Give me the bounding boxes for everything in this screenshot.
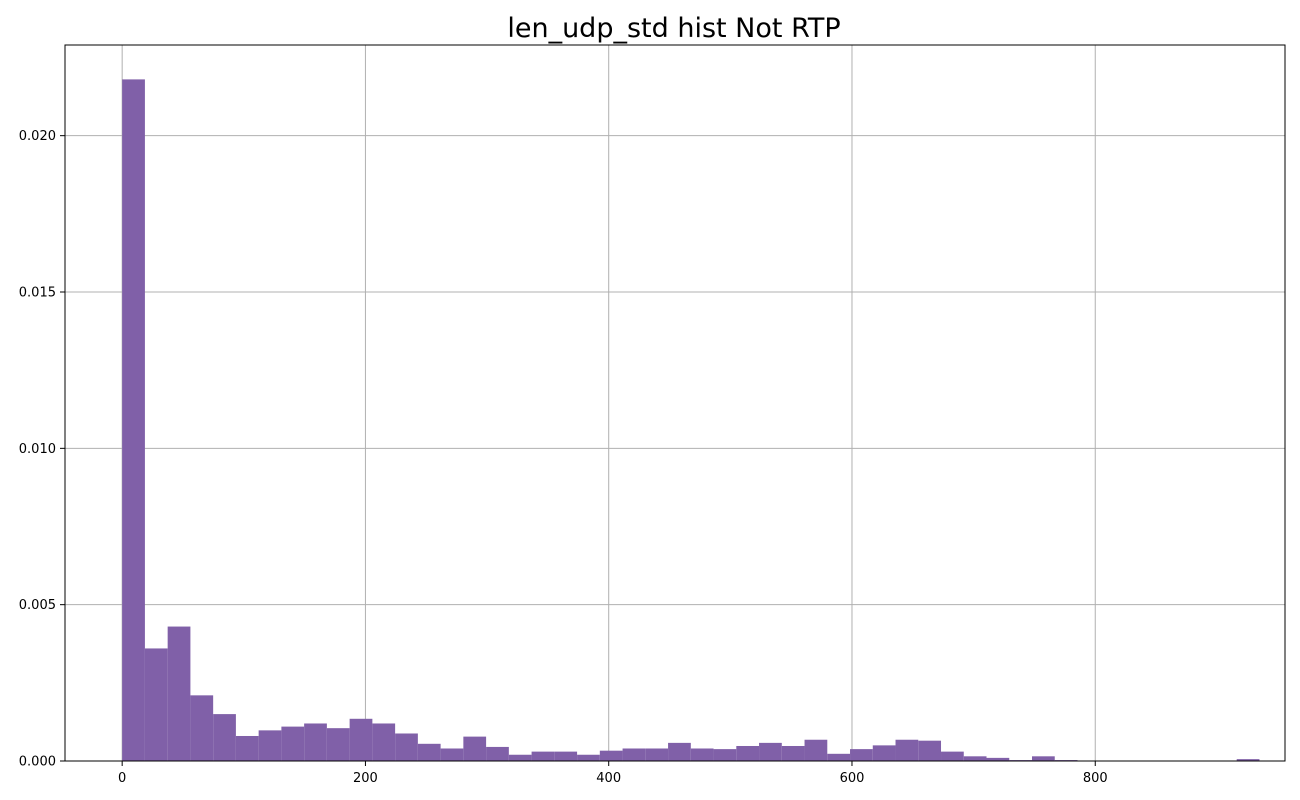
y-tick-label: 0.000 bbox=[19, 755, 56, 770]
histogram-bar bbox=[668, 742, 691, 761]
y-tick-label: 0.005 bbox=[19, 598, 56, 613]
histogram-bar bbox=[736, 745, 760, 761]
histogram-bar bbox=[281, 726, 305, 761]
plot-frame bbox=[64, 44, 1286, 762]
histogram-bar bbox=[577, 754, 600, 761]
histogram-bar bbox=[781, 745, 805, 761]
histogram-bar bbox=[713, 749, 737, 761]
grid-lines bbox=[65, 45, 1285, 762]
histogram-bar bbox=[804, 739, 828, 761]
histogram-bar bbox=[440, 748, 464, 761]
histogram-bar bbox=[508, 754, 532, 761]
histogram-bar bbox=[963, 756, 987, 761]
x-tick-label: 600 bbox=[840, 771, 865, 786]
histogram-bar bbox=[690, 748, 714, 761]
histogram-bar bbox=[349, 718, 373, 761]
histogram-bar bbox=[213, 714, 236, 761]
histogram-bar bbox=[304, 723, 327, 761]
x-tick-label: 0 bbox=[118, 771, 126, 786]
histogram-bar bbox=[122, 79, 145, 762]
x-tick-label: 400 bbox=[596, 771, 621, 786]
histogram-bar bbox=[235, 735, 259, 761]
y-tick-label: 0.020 bbox=[19, 129, 56, 144]
histogram-bar bbox=[986, 757, 1010, 761]
histogram-bar bbox=[1031, 756, 1055, 761]
histogram-bar bbox=[850, 749, 873, 761]
x-tick-label: 800 bbox=[1083, 771, 1108, 786]
y-tick-label: 0.010 bbox=[19, 442, 56, 457]
bars bbox=[122, 79, 1260, 762]
histogram-bar bbox=[872, 745, 896, 761]
histogram-bar bbox=[486, 746, 509, 761]
histogram-bar bbox=[554, 751, 578, 761]
chart-title: len_udp_std hist Not RTP bbox=[507, 13, 840, 44]
histogram-bar bbox=[759, 742, 782, 761]
histogram-bar bbox=[622, 748, 646, 761]
histogram-bar bbox=[326, 728, 350, 761]
histogram-bar bbox=[827, 753, 851, 761]
histogram-bar bbox=[258, 730, 282, 761]
histogram-bar bbox=[463, 736, 487, 761]
histogram-bar bbox=[190, 695, 214, 761]
histogram-bar bbox=[372, 723, 396, 761]
histogram-bar bbox=[395, 733, 418, 761]
x-tick-label: 200 bbox=[353, 771, 378, 786]
histogram-bar bbox=[645, 748, 669, 761]
histogram-bar bbox=[895, 739, 919, 761]
histogram-bar bbox=[144, 648, 168, 761]
histogram-bar bbox=[167, 626, 191, 761]
histogram-bar bbox=[599, 750, 623, 761]
histogram-bar bbox=[531, 751, 555, 761]
y-tick-label: 0.015 bbox=[19, 286, 56, 301]
histogram-bar bbox=[918, 740, 942, 761]
histogram-bar bbox=[1236, 759, 1260, 761]
histogram-bar bbox=[941, 751, 964, 761]
axes: 0 200 400 600 800 0.000 0.005 0.010 0.015 0.020 bbox=[19, 129, 1108, 786]
histogram-bar bbox=[417, 743, 441, 761]
